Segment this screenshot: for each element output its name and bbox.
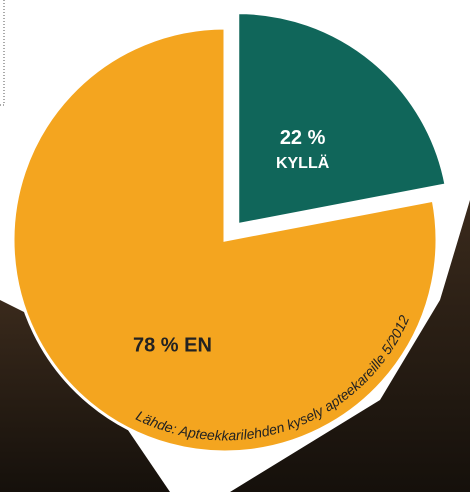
value-label: 22 % (280, 127, 326, 149)
value-label: 78 % (133, 335, 179, 357)
category-label: EN (184, 335, 212, 357)
category-label: KYLLÄ (276, 154, 330, 172)
chart: 22 %KYLLÄ78 % EN Lähde: Apteekkarilehden… (0, 0, 470, 492)
slice-label: 78 % EN (133, 335, 212, 357)
